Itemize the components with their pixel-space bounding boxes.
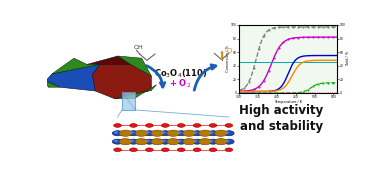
Polygon shape <box>46 64 100 91</box>
Circle shape <box>192 131 202 136</box>
Circle shape <box>146 132 149 133</box>
Circle shape <box>135 130 148 136</box>
Circle shape <box>214 139 228 145</box>
Circle shape <box>224 131 234 136</box>
Circle shape <box>167 130 180 136</box>
Circle shape <box>163 132 165 133</box>
Circle shape <box>210 140 213 141</box>
Y-axis label: Yield / %: Yield / % <box>346 51 350 66</box>
Circle shape <box>225 124 233 127</box>
Circle shape <box>209 148 217 152</box>
Circle shape <box>161 148 169 152</box>
Circle shape <box>226 132 229 133</box>
Circle shape <box>193 124 201 127</box>
Circle shape <box>198 130 211 136</box>
Circle shape <box>178 132 181 133</box>
Circle shape <box>151 130 164 136</box>
Circle shape <box>214 130 228 136</box>
Polygon shape <box>115 85 156 99</box>
Polygon shape <box>118 56 151 76</box>
Polygon shape <box>92 64 151 99</box>
Circle shape <box>114 124 121 127</box>
Circle shape <box>146 148 153 152</box>
Circle shape <box>183 130 195 136</box>
Circle shape <box>208 131 218 136</box>
Circle shape <box>160 139 170 144</box>
Circle shape <box>178 140 181 141</box>
Circle shape <box>135 139 148 145</box>
Circle shape <box>119 139 132 145</box>
Circle shape <box>226 140 229 141</box>
Circle shape <box>146 140 149 141</box>
Circle shape <box>198 139 211 145</box>
Circle shape <box>193 148 201 152</box>
Circle shape <box>176 139 186 144</box>
Circle shape <box>130 148 137 152</box>
Circle shape <box>208 139 218 144</box>
Polygon shape <box>52 58 100 74</box>
Circle shape <box>151 139 164 145</box>
Circle shape <box>112 131 123 136</box>
Circle shape <box>161 124 169 127</box>
Circle shape <box>115 140 117 141</box>
Circle shape <box>192 139 202 144</box>
Text: Co$_3$O$_4$(110): Co$_3$O$_4$(110) <box>154 68 208 80</box>
Circle shape <box>224 139 234 144</box>
Text: OH: OH <box>133 45 143 50</box>
Circle shape <box>144 139 155 144</box>
Circle shape <box>167 139 180 145</box>
Circle shape <box>177 148 185 152</box>
Circle shape <box>163 140 165 141</box>
Text: O: O <box>227 48 232 54</box>
Circle shape <box>177 124 185 127</box>
Circle shape <box>130 124 137 127</box>
Circle shape <box>128 139 139 144</box>
Circle shape <box>115 132 117 133</box>
Polygon shape <box>87 56 131 64</box>
Text: + O$_2$: + O$_2$ <box>169 77 192 90</box>
Text: High activity
and stability: High activity and stability <box>240 104 324 133</box>
FancyBboxPatch shape <box>122 91 135 110</box>
Circle shape <box>130 132 133 133</box>
Circle shape <box>194 132 197 133</box>
Circle shape <box>160 131 170 136</box>
Polygon shape <box>46 81 60 87</box>
Circle shape <box>128 131 139 136</box>
Circle shape <box>176 131 186 136</box>
Circle shape <box>114 148 121 152</box>
Circle shape <box>194 140 197 141</box>
Circle shape <box>112 139 123 144</box>
Circle shape <box>119 130 132 136</box>
Circle shape <box>225 148 233 152</box>
Circle shape <box>209 124 217 127</box>
Circle shape <box>130 140 133 141</box>
Circle shape <box>183 139 195 145</box>
Circle shape <box>146 124 153 127</box>
Circle shape <box>210 132 213 133</box>
Circle shape <box>144 131 155 136</box>
